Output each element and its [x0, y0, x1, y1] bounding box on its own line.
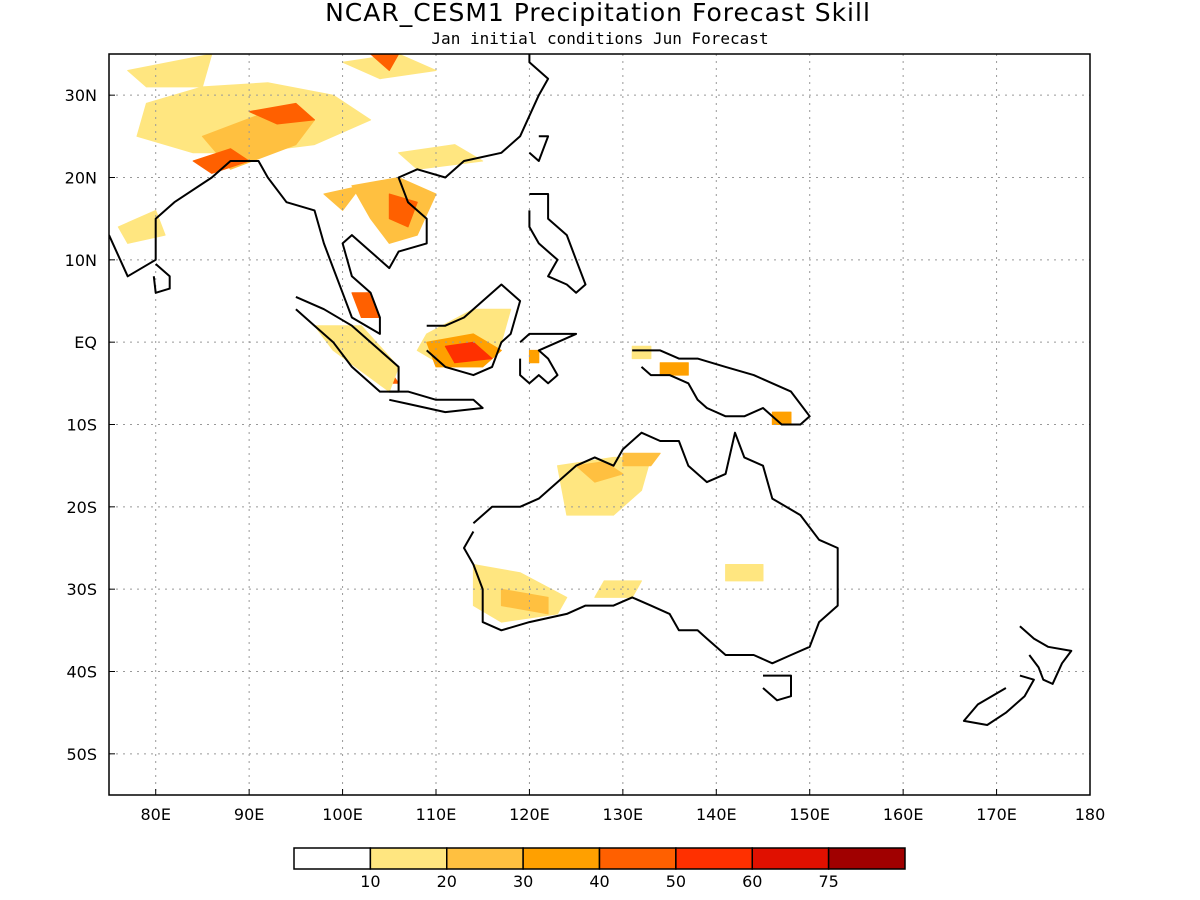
coastline-java: [389, 390, 484, 414]
lat-tick-label: 20N: [65, 169, 97, 188]
lat-tick-label: 10S: [66, 416, 97, 435]
skill-region-sulawesi: [528, 349, 540, 364]
map-subtitle: Jan initial conditions Jun Forecast: [431, 29, 768, 48]
lat-tick-label: EQ: [74, 333, 97, 352]
lon-tick-label: 130E: [603, 805, 644, 824]
skill-region-new-guinea-mid: [659, 362, 689, 376]
coastline-new-guinea: [632, 349, 811, 426]
colorbar-segment: [522, 847, 601, 870]
lat-tick-label: 50S: [66, 745, 97, 764]
coastline-india: [109, 54, 550, 335]
skill-region-southwest-australia-core: [500, 588, 549, 615]
coastline-tasmania: [762, 674, 792, 702]
coastline-sulawesi: [519, 332, 578, 385]
lon-tick-label: 100E: [322, 805, 363, 824]
lon-tick-label: 80E: [140, 805, 170, 824]
skill-region-borneo-core: [444, 341, 493, 364]
skill-region-tibet-core: [248, 102, 315, 125]
lon-tick-label: 170E: [976, 805, 1017, 824]
colorbar-label: 20: [437, 872, 457, 891]
coastline-layer: [109, 54, 1073, 726]
gridlines: [109, 54, 1090, 795]
coastline-australia: [463, 431, 839, 665]
colorbar-segment: [293, 847, 372, 870]
skill-region-west-india-coast: [117, 209, 166, 244]
lon-tick-label: 150E: [789, 805, 830, 824]
colorbar-legend: 10 20 30 40 50 60 75: [293, 847, 906, 891]
skill-region-afghanistan: [127, 54, 213, 88]
colorbar-segment: [751, 847, 830, 870]
coastline-new-zealand-north: [1019, 625, 1073, 685]
colorbar-segment: [598, 847, 677, 870]
latitude-tick-labels: 30N 20N 10N EQ 10S 20S 30S 40S 50S: [65, 86, 115, 764]
colorbar-segment: [675, 847, 753, 870]
colorbar-segment: [827, 847, 906, 870]
colorbar-label: 40: [589, 872, 609, 891]
lon-tick-label: 160E: [883, 805, 924, 824]
coastline-borneo: [426, 283, 522, 377]
colorbar-label: 60: [742, 872, 762, 891]
colorbar-label: 10: [360, 872, 380, 891]
lat-tick-label: 20S: [66, 498, 97, 517]
map-title: NCAR_CESM1 Precipitation Forecast Skill: [325, 0, 871, 27]
skill-region-upper-burma: [323, 185, 362, 211]
skill-region-new-guinea-west: [631, 345, 652, 360]
lon-tick-label: 180: [1075, 805, 1106, 824]
colorbar-label: 30: [513, 872, 533, 891]
colorbar-label: 50: [666, 872, 686, 891]
lon-tick-label: 140E: [696, 805, 737, 824]
skill-region-north-australia-core: [575, 461, 624, 483]
coastline-sri-lanka: [152, 263, 171, 294]
coastline-taiwan: [528, 135, 550, 162]
skill-region-east-australia: [725, 564, 764, 582]
coastline-new-zealand-south: [962, 674, 1035, 726]
lat-tick-label: 30S: [66, 580, 97, 599]
lat-tick-label: 30N: [65, 86, 97, 105]
colorbar-label: 75: [818, 872, 838, 891]
colorbar-segment: [369, 847, 448, 870]
lon-tick-label: 120E: [509, 805, 550, 824]
longitude-tick-labels: 80E 90E 100E 110E 120E 130E 140E 150E 160E 170E 18…: [140, 789, 1105, 824]
skill-region-south-china: [398, 144, 484, 170]
lon-tick-label: 90E: [234, 805, 264, 824]
skill-region-sumatra-outer: [314, 325, 400, 393]
skill-region-north-australia: [557, 456, 652, 516]
coastline-philippines: [528, 193, 587, 294]
skill-region-north-australia-cape: [622, 452, 661, 467]
skill-region-china-north-core: [370, 54, 400, 71]
skill-contour-layer: [117, 54, 792, 623]
colorbar-segment: [446, 847, 524, 870]
lon-tick-label: 110E: [416, 805, 457, 824]
lat-tick-label: 40S: [66, 663, 97, 682]
lat-tick-label: 10N: [65, 251, 97, 270]
